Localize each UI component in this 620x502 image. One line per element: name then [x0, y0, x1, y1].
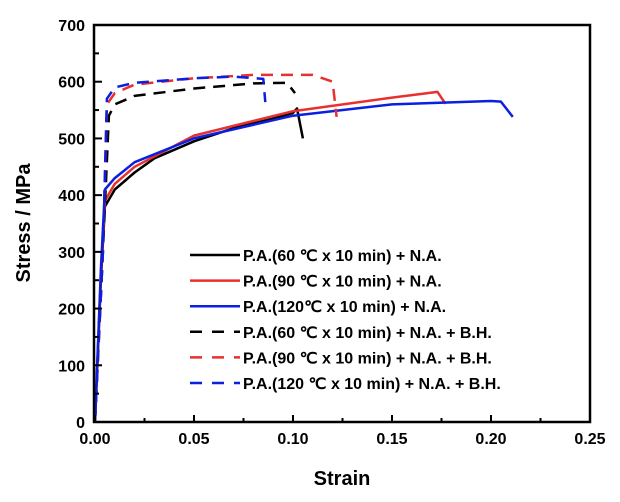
legend-label-1: P.A.(90 ℃ x 10 min) + N.A. [243, 274, 442, 291]
x-tick-label: 0.05 [178, 431, 209, 448]
x-axis-label: Strain [314, 468, 371, 490]
x-tick-label: 0.25 [574, 431, 605, 448]
legend-label-5: P.A.(120 ℃ x 10 min) + N.A. + B.H. [243, 376, 501, 393]
series-line-5 [93, 75, 267, 423]
legend-label-2: P.A.(120℃ x 10 min) + N.A. [243, 299, 446, 316]
ticks-layer: 0.00 0.05 0.10 0.15 0.20 0.25 0 100 200 300 400 500… [58, 18, 605, 448]
y-tick-label: 500 [58, 131, 85, 148]
y-tick-label: 0 [76, 415, 85, 432]
y-tick-label: 700 [58, 18, 85, 35]
series-line-0 [93, 107, 305, 423]
x-tick-label: 0.20 [475, 431, 506, 448]
y-tick-label: 600 [58, 75, 85, 92]
y-tick-label: 300 [58, 245, 85, 262]
y-tick-label: 100 [58, 358, 85, 375]
series-line-3 [93, 81, 296, 423]
x-tick-label: 0.10 [277, 431, 308, 448]
legend-label-4: P.A.(90 ℃ x 10 min) + N.A. + B.H. [243, 350, 492, 367]
x-tick-label: 0.15 [376, 431, 407, 448]
legend-label-3: P.A.(60 ℃ x 10 min) + N.A. + B.H. [243, 325, 492, 342]
y-tick-label: 400 [58, 188, 85, 205]
y-axis-label: Stress / MPa [13, 163, 35, 283]
y-tick-label: 200 [58, 302, 85, 319]
legend-label-0: P.A.(60 ℃ x 10 min) + N.A. [243, 248, 442, 265]
series-layer [93, 73, 514, 423]
legend: P.A.(60 ℃ x 10 min) + N.A. P.A.(90 ℃ x 10… [190, 248, 501, 393]
x-tick-label: 0.00 [79, 431, 110, 448]
